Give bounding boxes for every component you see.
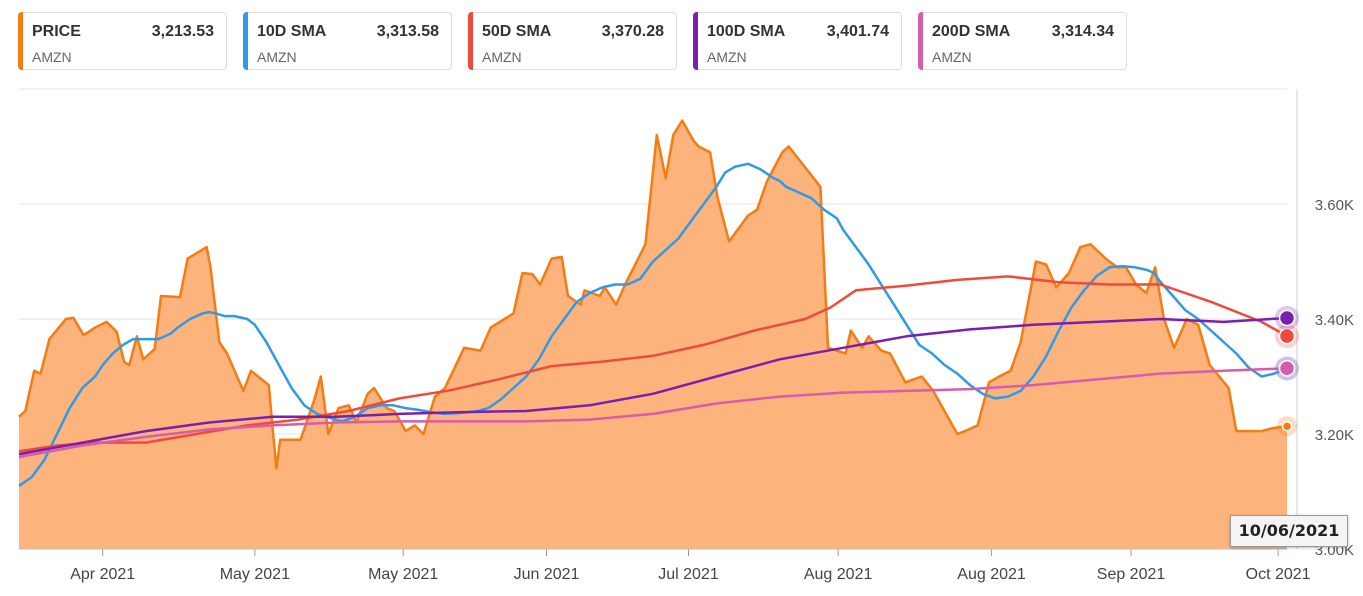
legend-ticker: AMZN [32, 49, 72, 65]
legend: PRICE 3,213.53 AMZN 10D SMA 3,313.58 AMZN 50D … [18, 12, 1127, 70]
legend-series-value: 3,370.28 [601, 23, 664, 40]
legend-ticker: AMZN [932, 49, 972, 65]
x-tick-label: Jul 2021 [658, 566, 719, 583]
crosshair-date-label: 10/06/2021 [1230, 515, 1348, 547]
end-marker-price [1281, 420, 1293, 432]
legend-card-50d-sma[interactable]: 50D SMA 3,370.28 AMZN [468, 12, 677, 70]
legend-color-bar [693, 12, 698, 70]
legend-card-200d-sma[interactable]: 200D SMA 3,314.34 AMZN [918, 12, 1127, 70]
legend-ticker: AMZN [257, 49, 297, 65]
legend-series-value: 3,314.34 [1051, 23, 1114, 40]
legend-card-price[interactable]: PRICE 3,213.53 AMZN [18, 12, 227, 70]
legend-series-name: 100D SMA [707, 23, 786, 40]
legend-ticker: AMZN [482, 49, 522, 65]
legend-color-bar [468, 12, 473, 70]
legend-series-name: 50D SMA [482, 23, 552, 40]
y-tick-label: 3.40K [1315, 312, 1354, 329]
y-tick-label: 3.60K [1315, 197, 1354, 214]
x-tick-label: May 2021 [368, 566, 438, 583]
legend-card-100d-sma[interactable]: 100D SMA 3,401.74 AMZN [693, 12, 902, 70]
end-marker-100d-sma [1278, 309, 1296, 327]
legend-series-name: 10D SMA [257, 23, 327, 40]
x-tick-label: Apr 2021 [70, 566, 135, 583]
legend-color-bar [243, 12, 248, 70]
end-marker-50d-sma [1278, 327, 1296, 345]
series-line-200d-sma [18, 367, 1288, 459]
legend-series-value: 3,313.58 [376, 23, 439, 40]
legend-series-value: 3,401.74 [826, 23, 889, 40]
x-tick-label: Jun 2021 [514, 566, 580, 583]
y-tick-label: 3.20K [1315, 427, 1354, 444]
x-tick-label: Sep 2021 [1097, 566, 1166, 583]
price-area-fill [19, 120, 1287, 549]
x-tick-label: Oct 2021 [1246, 566, 1311, 583]
legend-ticker: AMZN [707, 49, 747, 65]
legend-series-value: 3,213.53 [151, 23, 214, 40]
end-marker-200d-sma [1278, 360, 1296, 377]
legend-card-10d-sma[interactable]: 10D SMA 3,313.58 AMZN [243, 12, 452, 70]
x-tick-label: May 2021 [220, 566, 290, 583]
legend-color-bar [18, 12, 23, 70]
series-line-10d-sma [18, 162, 1288, 487]
series-line-100d-sma [18, 316, 1288, 456]
x-tick-label: Aug 2021 [804, 566, 873, 583]
legend-color-bar [918, 12, 923, 70]
legend-series-name: PRICE [32, 23, 81, 40]
x-tick-label: Aug 2021 [957, 566, 1026, 583]
legend-series-name: 200D SMA [932, 23, 1011, 40]
